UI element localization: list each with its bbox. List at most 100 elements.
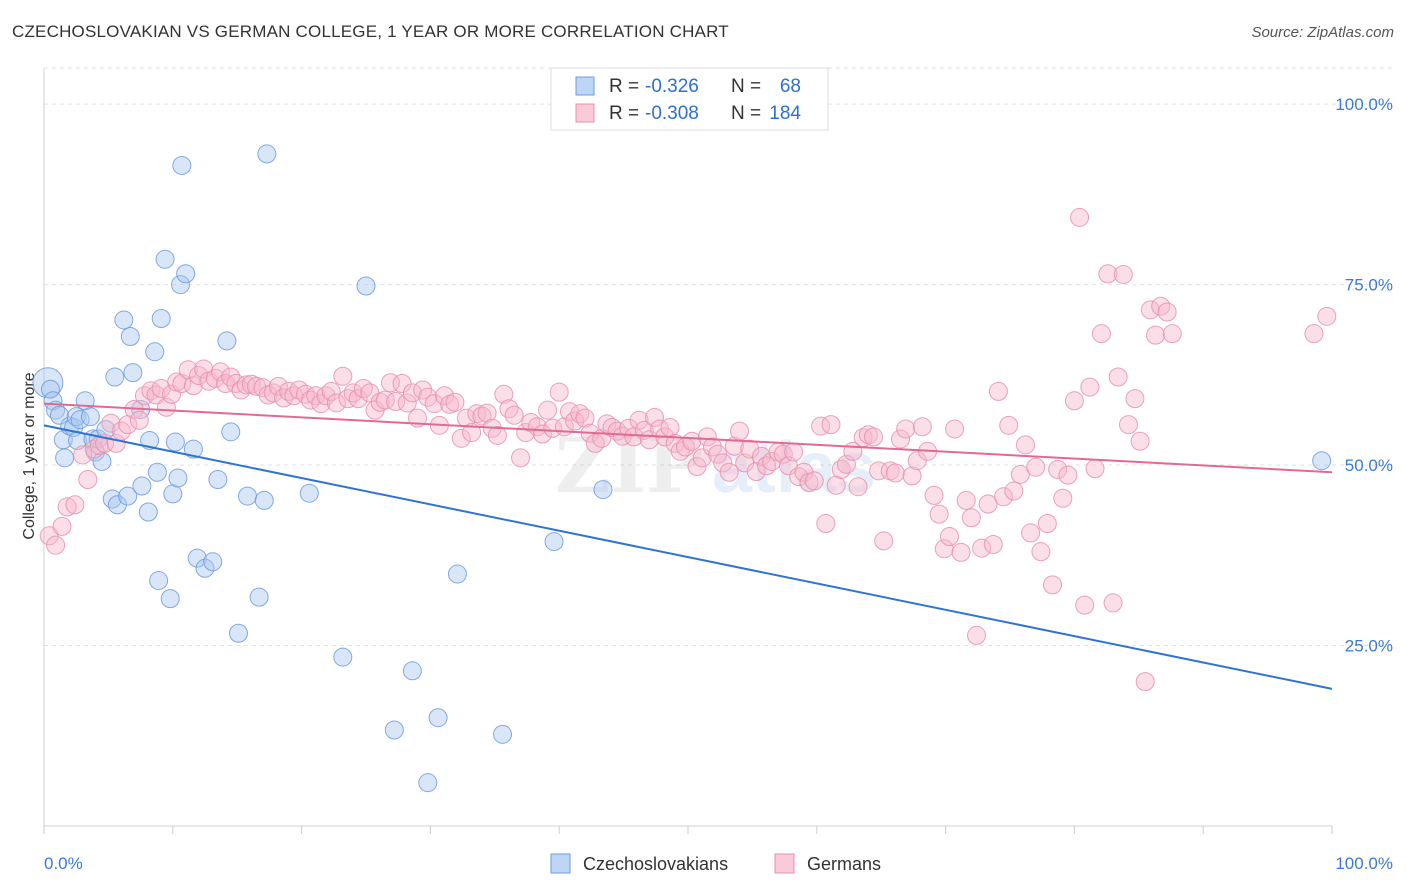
data-point	[299, 483, 319, 503]
data-point	[231, 380, 251, 400]
data-point	[978, 494, 998, 514]
gridlines	[44, 67, 1392, 647]
data-point	[1048, 459, 1068, 479]
stats-legend-box	[550, 67, 829, 131]
data-point	[263, 383, 283, 403]
data-point	[221, 367, 241, 387]
data-point	[428, 708, 448, 728]
legend-n-value: 68	[780, 76, 801, 97]
data-point	[120, 327, 140, 347]
data-point	[151, 309, 171, 329]
data-point	[205, 368, 225, 388]
stats-legend: R = -0.326 N = 68 R = -0.308 N = 184	[550, 67, 829, 131]
data-point	[140, 431, 160, 451]
data-point	[1130, 431, 1150, 451]
legend-r-label: R =	[609, 76, 639, 97]
data-point	[874, 531, 894, 551]
data-point	[816, 514, 836, 534]
data-point	[682, 431, 702, 451]
legend-r-value: -0.308	[645, 103, 699, 124]
data-point	[549, 382, 569, 402]
data-point	[1031, 542, 1051, 562]
data-point	[972, 538, 992, 558]
data-point	[1064, 391, 1084, 411]
data-point	[869, 461, 889, 481]
data-point	[333, 647, 353, 667]
legend-swatch	[550, 853, 571, 874]
data-point	[1098, 264, 1118, 284]
data-point	[494, 384, 514, 404]
data-point	[493, 724, 513, 744]
data-point	[956, 490, 976, 510]
data-point	[146, 385, 166, 405]
data-point	[203, 552, 223, 572]
data-point	[65, 495, 85, 515]
data-point	[1010, 464, 1030, 484]
data-point	[1085, 459, 1105, 479]
data-point	[445, 392, 465, 412]
data-point	[356, 276, 376, 296]
data-point	[52, 516, 72, 536]
data-point	[593, 480, 613, 500]
y-tick-label: 100.0%	[1335, 95, 1393, 114]
data-points	[32, 144, 1337, 793]
x-axis-ticks	[43, 826, 1333, 834]
data-point	[447, 564, 467, 584]
data-point	[1118, 415, 1138, 435]
data-point	[238, 486, 258, 506]
data-point	[80, 407, 100, 427]
data-point	[811, 416, 831, 436]
data-point	[210, 362, 230, 382]
legend-n-label: N =	[731, 76, 761, 97]
data-point	[321, 381, 341, 401]
data-point	[472, 406, 492, 426]
data-point	[1053, 488, 1073, 508]
data-point	[740, 439, 760, 459]
legend-series-label: Czechoslovakians	[583, 854, 728, 874]
data-point	[1157, 302, 1177, 322]
data-point	[1113, 264, 1133, 284]
data-point	[951, 542, 971, 562]
data-point	[187, 548, 207, 568]
y-axis-label: College, 1 year or more	[21, 372, 38, 539]
data-point	[1075, 595, 1095, 615]
data-point	[171, 275, 191, 295]
data-point	[165, 432, 185, 452]
x-tick-label-min: 0.0%	[44, 854, 83, 873]
data-point	[826, 475, 846, 495]
data-point	[176, 264, 196, 284]
data-point	[105, 367, 125, 387]
data-point	[338, 389, 358, 409]
data-point	[1312, 451, 1332, 471]
data-point	[511, 448, 531, 468]
data-point	[221, 422, 241, 442]
data-point	[195, 558, 215, 578]
data-point	[730, 421, 750, 441]
data-point	[189, 366, 209, 386]
data-point	[713, 453, 733, 473]
data-point	[268, 376, 288, 396]
data-point	[1140, 300, 1160, 320]
data-point	[1162, 324, 1182, 344]
data-point	[384, 720, 404, 740]
data-point	[1015, 435, 1035, 455]
chart-source: Source: ZipAtlas.com	[1251, 24, 1394, 41]
data-point	[149, 571, 169, 591]
data-point	[885, 463, 905, 483]
legend-n-label: N =	[731, 103, 761, 124]
data-point	[78, 469, 98, 489]
data-point	[831, 459, 851, 479]
legend-swatch	[575, 76, 595, 96]
data-point	[1043, 575, 1063, 595]
trend-line-germans	[43, 402, 1333, 474]
chart-title: CZECHOSLOVAKIAN VS GERMAN COLLEGE, 1 YEA…	[12, 22, 729, 41]
data-point	[168, 468, 188, 488]
data-point	[804, 471, 824, 491]
y-axis-tick-labels: 100.0% 75.0% 50.0% 25.0%	[1335, 95, 1393, 655]
legend-r-value: -0.326	[645, 76, 699, 97]
data-point	[118, 486, 138, 506]
data-point	[929, 504, 949, 524]
data-point	[348, 389, 368, 409]
data-point	[172, 155, 192, 175]
